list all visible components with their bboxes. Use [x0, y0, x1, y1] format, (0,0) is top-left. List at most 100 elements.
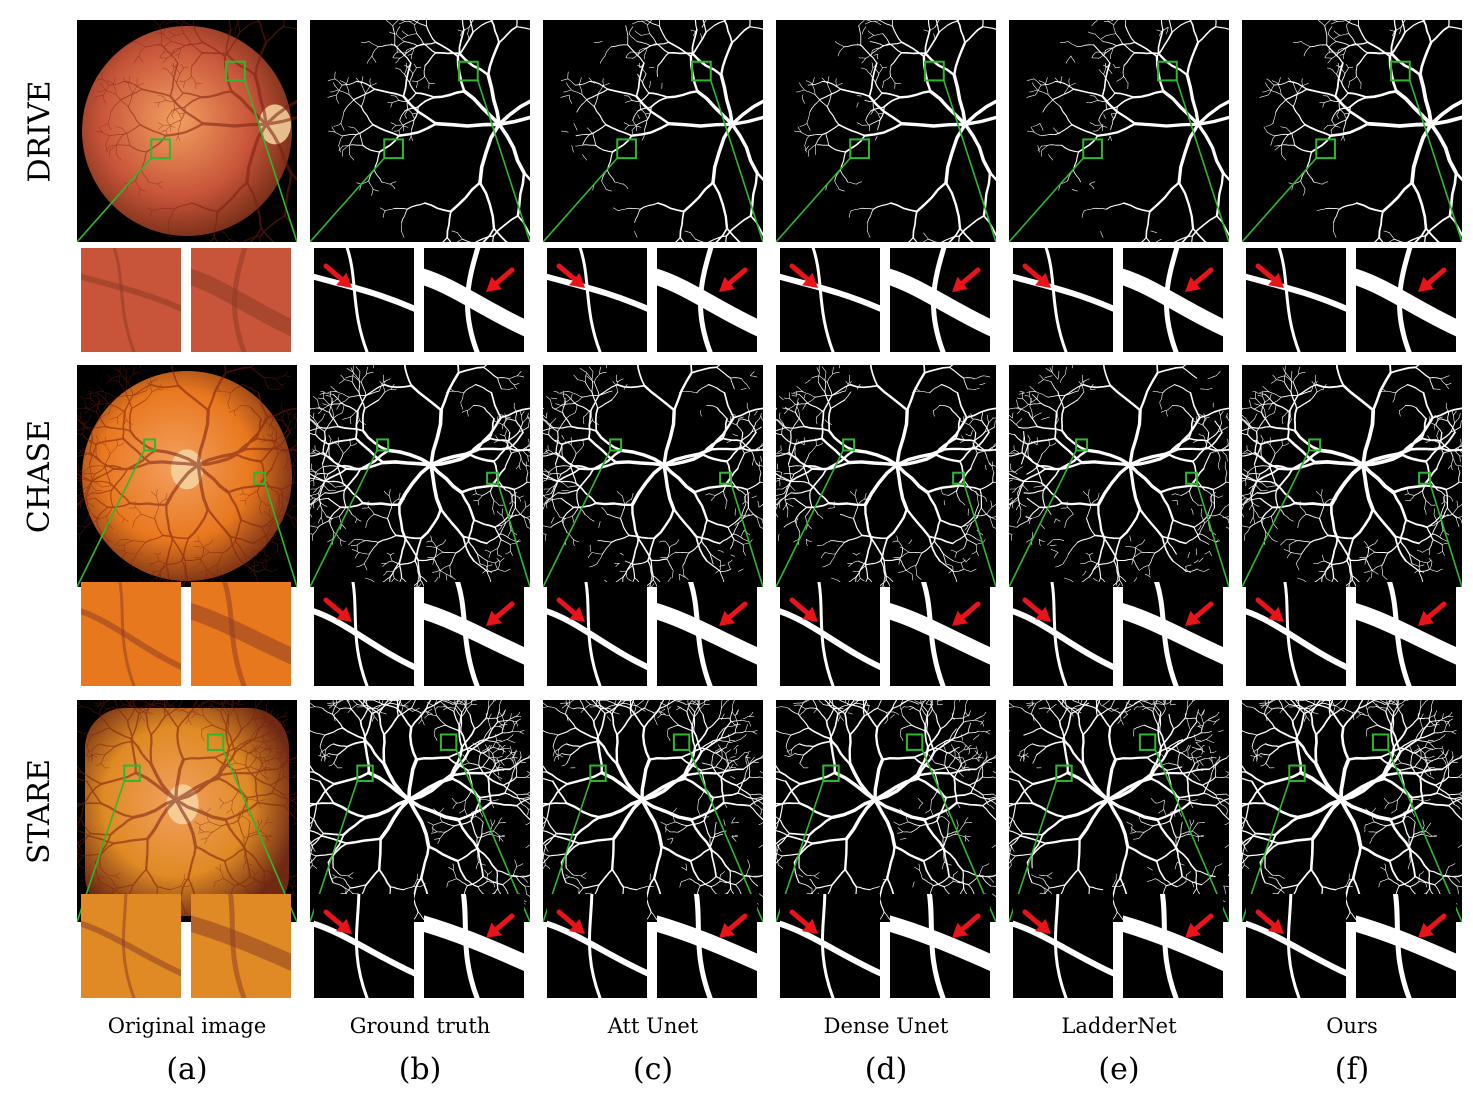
- vessel-segment: [253, 568, 266, 572]
- vessel-segment: [313, 492, 326, 501]
- vessel-segment: [631, 130, 634, 137]
- vessel-segment: [882, 41, 903, 47]
- vessel-segment: [120, 539, 133, 541]
- vessel-segment: [321, 403, 330, 410]
- vessel-segment: [293, 413, 296, 419]
- vessel-segment: [575, 445, 584, 454]
- vessel-segment: [623, 95, 629, 97]
- vessel-segment: [163, 41, 172, 48]
- vessel-segment: [346, 83, 350, 95]
- vessel-segment: [404, 50, 407, 57]
- vessel-segment: [158, 125, 164, 130]
- vessel-segment: [325, 395, 331, 397]
- vessel-segment: [321, 443, 331, 465]
- vessel-segment: [403, 119, 415, 126]
- vessel-segment: [439, 507, 465, 538]
- vessel-segment: [924, 52, 956, 77]
- zoom-vessel: [314, 273, 414, 312]
- vessel-segment: [431, 540, 437, 549]
- vessel-segment: [284, 215, 297, 238]
- vessel-segment: [413, 43, 424, 49]
- vessel-segment: [1327, 95, 1332, 101]
- vessel-segment: [861, 58, 866, 64]
- vessel-segment: [1076, 44, 1095, 48]
- vessel-segment: [390, 552, 395, 556]
- vessel-segment: [455, 540, 470, 554]
- vessel-segment: [761, 444, 763, 447]
- vessel-segment: [666, 558, 674, 571]
- vessel-segment: [872, 100, 875, 111]
- vessel-segment: [234, 410, 236, 417]
- vessel-segment: [293, 526, 297, 529]
- vessel-segment: [249, 227, 262, 242]
- vessel-segment: [259, 235, 261, 242]
- vessel-segment: [1102, 125, 1108, 128]
- vessel-segment: [1055, 80, 1075, 90]
- vessel-segment: [632, 110, 639, 121]
- vessel-segment: [632, 120, 637, 127]
- vessel-segment: [126, 449, 157, 471]
- vessel-segment: [149, 210, 153, 218]
- vessel-segment: [1270, 135, 1276, 146]
- vessel-segment: [162, 67, 168, 70]
- vessel-segment: [743, 551, 746, 556]
- vessel-segment: [624, 125, 630, 130]
- vessel-segment: [922, 238, 929, 242]
- vessel-segment: [312, 488, 318, 493]
- vessel-segment: [726, 439, 733, 443]
- vessel-segment: [861, 26, 867, 35]
- vessel-segment: [497, 568, 506, 572]
- vessel-segment: [944, 122, 967, 185]
- vessel-segment: [667, 577, 671, 583]
- vessel-segment: [566, 82, 572, 91]
- vessel-segment: [1157, 28, 1164, 55]
- vessel-segment: [636, 41, 651, 47]
- vessel-segment: [183, 66, 189, 69]
- vessel-segment: [1338, 62, 1340, 68]
- vessel-segment: [352, 365, 354, 373]
- vessel-segment: [548, 466, 557, 473]
- vessel-segment: [196, 447, 247, 467]
- vessel-segment: [1094, 33, 1104, 42]
- vessel-segment: [1336, 64, 1342, 68]
- vessel-segment: [1145, 237, 1151, 242]
- vessel-segment: [486, 570, 492, 584]
- vessel-segment: [467, 540, 479, 555]
- vessel-segment: [1278, 77, 1281, 85]
- vessel-segment: [492, 508, 495, 515]
- vessel-segment: [275, 388, 281, 390]
- zoom-box: [691, 60, 712, 82]
- vessel-segment: [525, 466, 529, 474]
- vessel-segment: [645, 579, 654, 587]
- vessel-segment: [711, 181, 729, 230]
- vessel-segment: [336, 94, 340, 104]
- vessel-segment: [988, 171, 996, 182]
- vessel-segment: [327, 539, 333, 543]
- vessel-segment: [89, 473, 96, 485]
- vessel-segment: [1221, 171, 1229, 182]
- zoom-connector: [942, 80, 996, 242]
- vessel-segment: [85, 498, 96, 501]
- vessel-segment: [492, 500, 495, 510]
- vessel-segment: [310, 418, 321, 428]
- vessel-segment: [938, 20, 959, 33]
- vessel-segment: [310, 533, 314, 535]
- vessel-segment: [271, 568, 278, 572]
- vessel-segment: [1424, 235, 1427, 242]
- vessel-segment: [637, 106, 652, 112]
- vessel-segment: [311, 449, 316, 453]
- vessel-segment: [493, 227, 508, 242]
- vessel-segment: [390, 95, 396, 97]
- vessel-segment: [575, 404, 578, 413]
- vessel-segment: [639, 100, 642, 111]
- vessel-segment: [200, 90, 233, 99]
- vessel-segment: [264, 377, 277, 380]
- vessel-segment: [1096, 122, 1137, 137]
- vessel-segment: [1115, 66, 1121, 69]
- vessel-segment: [1303, 46, 1311, 57]
- vessel-segment: [1045, 77, 1048, 85]
- vessel-segment: [316, 483, 324, 490]
- vessel-segment: [617, 490, 623, 496]
- vessel-segment: [330, 89, 339, 93]
- vessel-segment: [730, 122, 759, 175]
